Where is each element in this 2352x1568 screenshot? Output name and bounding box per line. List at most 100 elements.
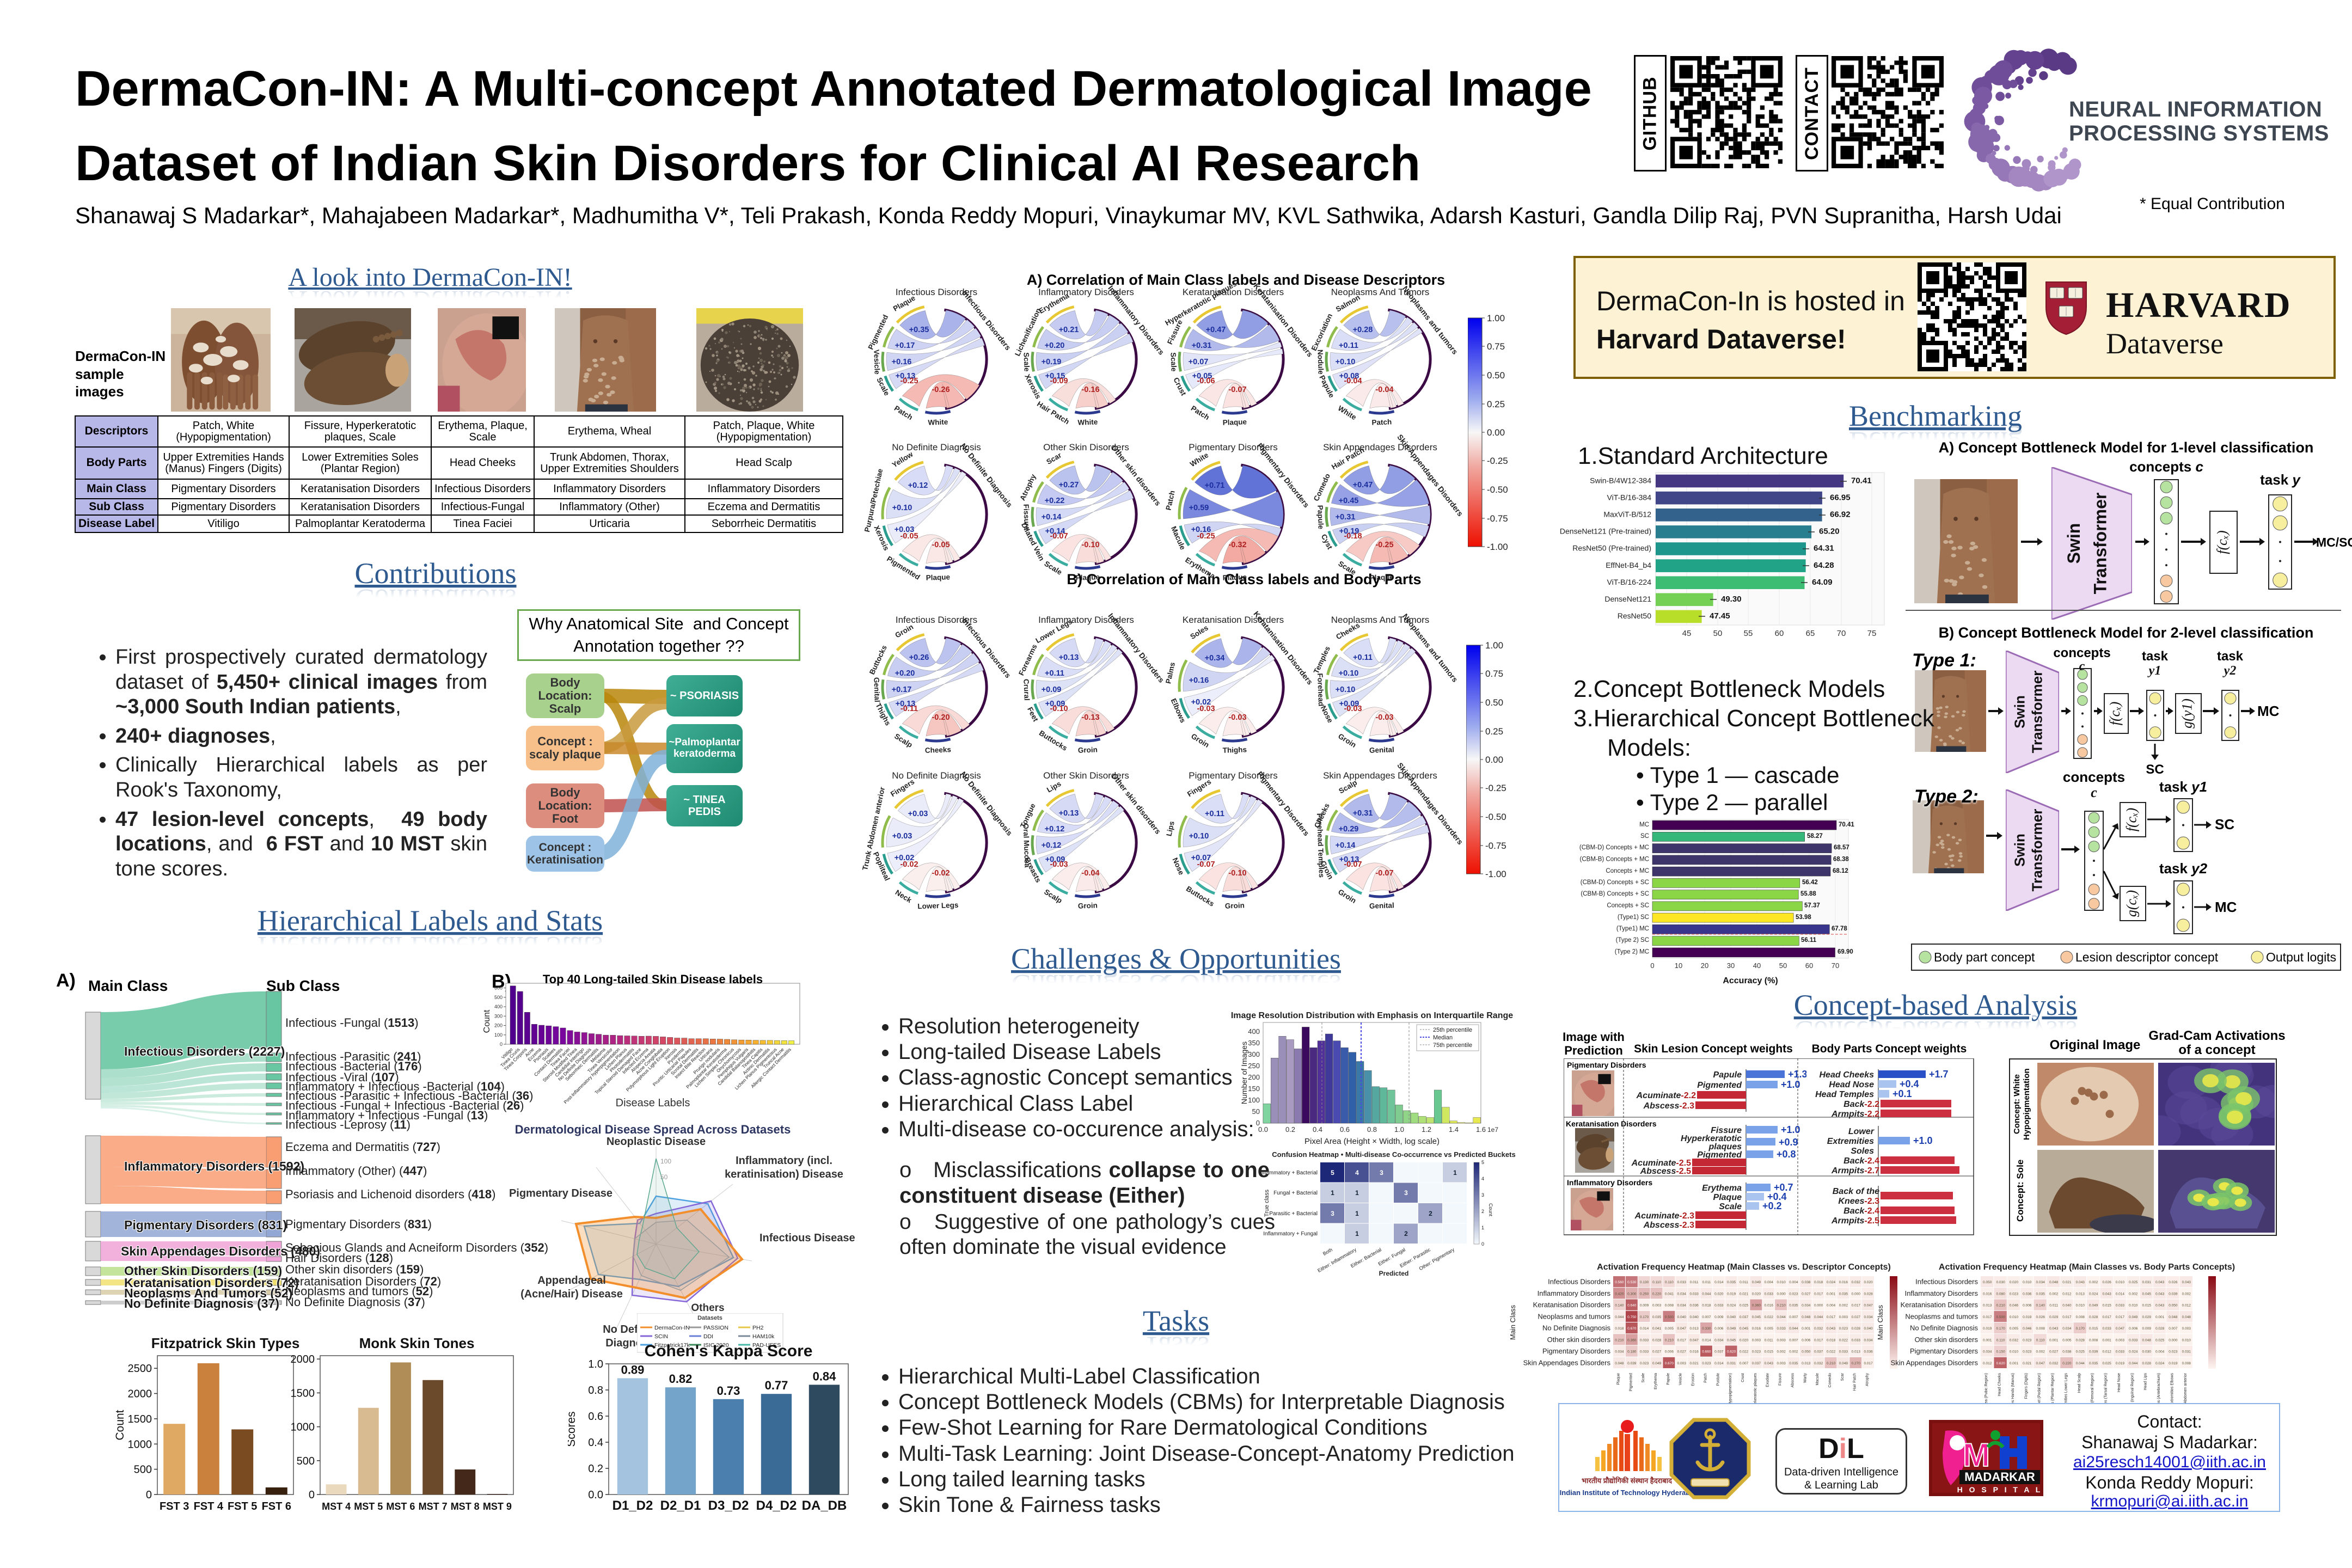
svg-text:Acuminate-2.5: Acuminate-2.5	[1631, 1159, 1691, 1168]
svg-text:+1.0: +1.0	[1913, 1135, 1933, 1146]
svg-text:Scale: Scale	[1169, 352, 1178, 372]
svg-text:70: 70	[1837, 629, 1846, 638]
svg-text:0.001: 0.001	[1802, 1327, 1811, 1331]
svg-text:0.77: 0.77	[765, 1379, 788, 1392]
svg-text:0.50: 0.50	[1485, 697, 1503, 708]
svg-text:0.017: 0.017	[1852, 1304, 1861, 1308]
svg-text:Buttocks: Buttocks	[1185, 885, 1216, 908]
svg-text:Neoplasms And Tumors: Neoplasms And Tumors	[1331, 615, 1429, 625]
svg-text:68.38: 68.38	[1833, 856, 1849, 863]
svg-text:0.033: 0.033	[2116, 1304, 2125, 1308]
svg-text:0.019: 0.019	[1727, 1292, 1736, 1296]
svg-text:0.011: 0.011	[1765, 1338, 1773, 1342]
svg-text:50: 50	[1779, 961, 1787, 970]
svg-text:+0.09: +0.09	[1042, 685, 1062, 694]
svg-text:+0.11: +0.11	[1339, 341, 1358, 350]
svg-text:2000: 2000	[128, 1388, 152, 1400]
svg-text:+0.14: +0.14	[1042, 513, 1062, 522]
svg-text:0.025: 0.025	[2102, 1362, 2111, 1365]
svg-text:+0.12: +0.12	[1045, 825, 1065, 834]
svg-text:Keratanisation Disorders: Keratanisation Disorders	[1183, 615, 1284, 625]
svg-text:0.017: 0.017	[1677, 1338, 1687, 1342]
svg-text:-0.06: -0.06	[1197, 377, 1215, 385]
svg-text:Fissure: Fissure	[1022, 504, 1031, 531]
svg-text:0.038: 0.038	[1802, 1281, 1811, 1284]
svg-text:0.82: 0.82	[669, 1372, 693, 1386]
svg-text:Monk Skin Tones: Monk Skin Tones	[359, 1337, 475, 1351]
svg-text:0.2: 0.2	[1285, 1125, 1295, 1134]
svg-text:0.010: 0.010	[2023, 1281, 2032, 1284]
svg-text:0.001: 0.001	[1983, 1338, 1992, 1342]
svg-text:D1_D2: D1_D2	[612, 1498, 653, 1513]
svg-text:0.024: 0.024	[2155, 1362, 2165, 1365]
svg-text:0.033: 0.033	[1677, 1281, 1687, 1284]
svg-text:-0.25: -0.25	[900, 377, 918, 385]
svg-text:1000: 1000	[128, 1438, 152, 1450]
svg-text:ViT-B/16-384: ViT-B/16-384	[1607, 493, 1652, 501]
svg-text:0.010: 0.010	[1777, 1281, 1786, 1284]
svg-text:70: 70	[1832, 961, 1839, 970]
svg-text:0.6: 0.6	[1340, 1125, 1350, 1134]
svg-text:Fungal + Bacterial: Fungal + Bacterial	[1273, 1190, 1318, 1196]
svg-text:600: 600	[494, 985, 503, 991]
svg-text:500: 500	[134, 1464, 152, 1476]
svg-text:0.040: 0.040	[1677, 1315, 1687, 1319]
svg-text:400: 400	[494, 1004, 503, 1009]
svg-text:Both: Both	[1322, 1247, 1333, 1257]
svg-text:+1.0: +1.0	[1781, 1124, 1800, 1135]
svg-text:0.75: 0.75	[1487, 341, 1505, 352]
svg-text:30: 30	[1727, 961, 1735, 970]
svg-text:White: White	[1077, 418, 1098, 426]
svg-text:Head Scalp: Head Scalp	[2078, 1373, 2081, 1393]
svg-text:0.049: 0.049	[2129, 1315, 2138, 1319]
svg-text:-0.07: -0.07	[1375, 869, 1393, 878]
svg-text:Swin: Swin	[2064, 523, 2084, 564]
svg-text:Groin: Groin	[893, 623, 915, 640]
svg-text:0.013: 0.013	[1983, 1304, 1992, 1308]
svg-text:-1.00: -1.00	[1487, 542, 1508, 552]
svg-text:0.011: 0.011	[1702, 1281, 1711, 1284]
svg-text:-0.13: -0.13	[1081, 713, 1099, 722]
svg-text:0.170: 0.170	[2076, 1327, 2085, 1331]
svg-text:+0.47: +0.47	[1206, 326, 1226, 334]
svg-text:0.013: 0.013	[1689, 1327, 1699, 1331]
svg-text:Fitzpatrick Skin Types: Fitzpatrick Skin Types	[151, 1337, 300, 1351]
svg-text:0.420: 0.420	[1615, 1292, 1624, 1296]
svg-text:0.012: 0.012	[1983, 1362, 1992, 1365]
svg-text:+0.13: +0.13	[1059, 653, 1079, 662]
svg-text:+0.20: +0.20	[895, 669, 915, 678]
svg-text:-0.07: -0.07	[1197, 860, 1215, 869]
svg-text:Main Class: Main Class	[1509, 1304, 1517, 1340]
svg-text:0.033: 0.033	[2102, 1327, 2111, 1331]
svg-text:0.022: 0.022	[1739, 1350, 1749, 1354]
svg-text:0.028: 0.028	[1864, 1292, 1873, 1296]
svg-text:Armpits-2.2: Armpits-2.2	[1831, 1110, 1879, 1119]
svg-text:45: 45	[1682, 629, 1692, 638]
svg-text:1.0: 1.0	[1394, 1125, 1404, 1134]
svg-text:0.015: 0.015	[2142, 1304, 2152, 1308]
svg-text:0.84: 0.84	[813, 1369, 837, 1383]
svg-text:1.4: 1.4	[1449, 1125, 1459, 1134]
svg-text:0.022: 0.022	[1839, 1338, 1848, 1342]
svg-text:Abscess: Abscess	[1791, 1373, 1794, 1388]
svg-text:Other Skin Disorders: Other Skin Disorders	[1043, 770, 1129, 781]
svg-text:0.045: 0.045	[1727, 1338, 1736, 1342]
svg-text:400: 400	[1248, 1027, 1260, 1036]
svg-text:Swin-B/4W12-384: Swin-B/4W12-384	[1590, 476, 1651, 485]
svg-text:Vesicle: Vesicle	[872, 350, 881, 375]
svg-text:0.049: 0.049	[1727, 1327, 1736, 1331]
svg-text:4: 4	[1355, 1169, 1359, 1177]
svg-text:0.012: 0.012	[2182, 1304, 2191, 1308]
svg-text:100: 100	[1248, 1096, 1260, 1104]
svg-text:Groin: Groin	[1078, 901, 1098, 910]
svg-text:-0.03: -0.03	[1197, 705, 1215, 713]
svg-text:0.033: 0.033	[1839, 1350, 1848, 1354]
svg-text:0.023: 0.023	[2169, 1350, 2178, 1354]
svg-text:Infectious Disorders: Infectious Disorders	[1548, 1278, 1610, 1286]
svg-text:0.003: 0.003	[1839, 1315, 1848, 1319]
svg-text:+0.11: +0.11	[1205, 810, 1224, 818]
svg-text:49.30: 49.30	[1721, 595, 1742, 604]
svg-text:0.045: 0.045	[1752, 1315, 1761, 1319]
svg-text:MC: MC	[1639, 822, 1649, 828]
svg-text:47.45: 47.45	[1710, 611, 1730, 621]
